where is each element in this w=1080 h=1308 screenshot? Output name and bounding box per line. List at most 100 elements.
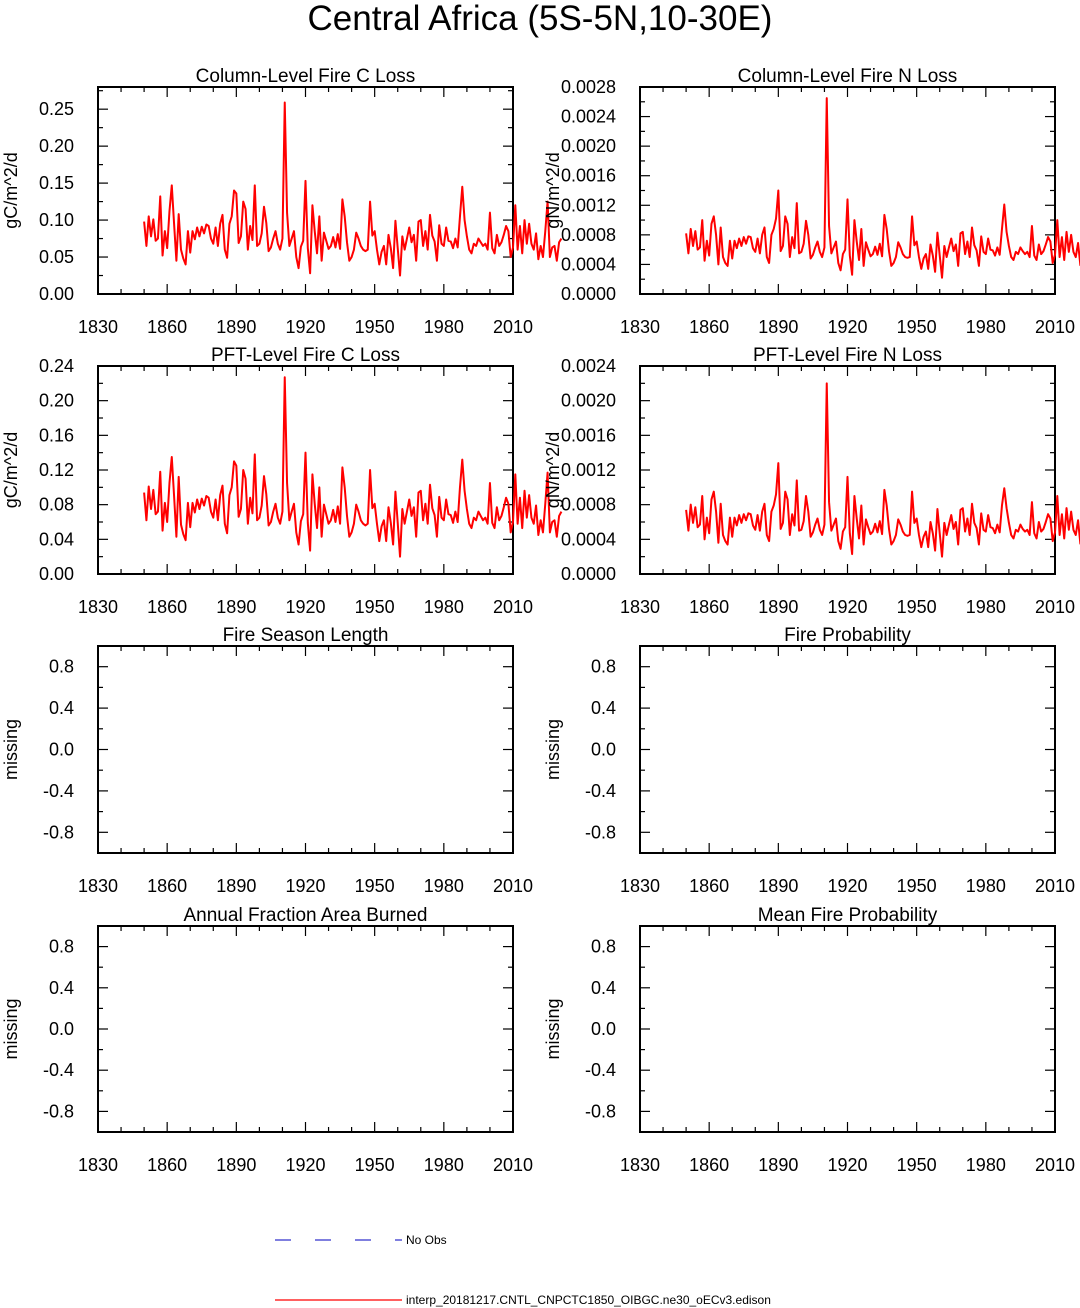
chart6-xtick-label: 1860 — [689, 876, 729, 896]
chart1-xtick-label: 2010 — [493, 317, 533, 337]
chart7-xtick-label: 1830 — [78, 1155, 118, 1175]
chart3-xtick-label: 1830 — [78, 597, 118, 617]
legend-model-label: interp_20181217.CNTL_CNPCTC1850_OIBGC.ne… — [406, 1293, 771, 1307]
chart4-xtick-label: 1920 — [827, 597, 867, 617]
chart5-xtick-label: 1860 — [147, 876, 187, 896]
chart5-ytick-label: 0.4 — [49, 698, 74, 718]
chart2-ytick-label: 0.0024 — [561, 107, 616, 127]
chart1-series-line — [143, 101, 563, 277]
chart7-ytick-label: -0.8 — [43, 1101, 74, 1121]
chart3-ytick-label: 0.12 — [39, 460, 74, 480]
chart4-ytick-label: 0.0012 — [561, 460, 616, 480]
chart4-xtick-label: 2010 — [1035, 597, 1075, 617]
chart8-ytick-label: -0.4 — [585, 1060, 616, 1080]
chart7-ytick-label: 0.0 — [49, 1019, 74, 1039]
chart4-panel: PFT-Level Fire N Loss 1830 1860 1890 1920 195… — [543, 345, 1080, 617]
chart8-xtick-label: 2010 — [1035, 1155, 1075, 1175]
chart1-panel: Column-Level Fire C Loss 1830 1860 1890 1920… — [1, 66, 563, 337]
chart3-ytick-label: 0.20 — [39, 391, 74, 411]
chart1-ytick-label: 0.10 — [39, 210, 74, 230]
chart6-ytick-label: 0.4 — [591, 698, 616, 718]
chart4-ytick-label: 0.0004 — [561, 529, 616, 549]
chart5-frame — [97, 645, 514, 854]
chart3-ytick-label: 0.00 — [39, 564, 74, 584]
chart3-xtick-label: 1860 — [147, 597, 187, 617]
chart6-panel: Fire Probability 1830 1860 1890 1920 1950 1980… — [543, 625, 1075, 896]
chart2-ytick-label: 0.0012 — [561, 195, 616, 215]
chart6-xtick-label: 1920 — [827, 876, 867, 896]
chart8-title: Mean Fire Probability — [758, 905, 938, 926]
chart3-ylabel: gC/m^2/d — [1, 432, 21, 508]
chart4-ytick-label: 0.0000 — [561, 564, 616, 584]
chart2-xtick-label: 1980 — [966, 317, 1006, 337]
chart7-ytick-label: -0.4 — [43, 1060, 74, 1080]
chart2-xtick-label: 1830 — [620, 317, 660, 337]
chart1-ytick-label: 0.20 — [39, 136, 74, 156]
panel-grid: Column-Level Fire C Loss 1830 1860 1890 1920… — [1, 66, 1080, 1175]
chart5-ytick-label: -0.4 — [43, 781, 74, 801]
chart7-ytick-label: 0.8 — [49, 937, 74, 957]
chart1-ytick-label: 0.00 — [39, 284, 74, 304]
chart6-ytick-label: 0.8 — [591, 657, 616, 677]
chart8-xtick-label: 1920 — [827, 1155, 867, 1175]
chart6-xtick-label: 1830 — [620, 876, 660, 896]
chart1-xtick-label: 1830 — [78, 317, 118, 337]
chart6-xtick-label: 1890 — [758, 876, 798, 896]
chart2-ytick-label: 0.0028 — [561, 77, 616, 97]
chart4-ytick-label: 0.0024 — [561, 356, 616, 376]
chart6-ylabel: missing — [543, 719, 563, 780]
chart4-ytick-label: 0.0016 — [561, 425, 616, 445]
chart3-xtick-label: 1980 — [424, 597, 464, 617]
chart3-ytick-label: 0.04 — [39, 529, 74, 549]
chart1-xtick-label: 1980 — [424, 317, 464, 337]
chart4-series-line — [685, 382, 1080, 558]
chart2-xtick-label: 1890 — [758, 317, 798, 337]
chart4-xtick-label: 1980 — [966, 597, 1006, 617]
chart2-xtick-label: 1860 — [689, 317, 729, 337]
chart5-xtick-label: 1830 — [78, 876, 118, 896]
chart1-ytick-label: 0.25 — [39, 99, 74, 119]
chart2-ytick-label: 0.0004 — [561, 254, 616, 274]
chart8-xtick-label: 1860 — [689, 1155, 729, 1175]
chart3-panel: PFT-Level Fire C Loss 1830 1860 1890 1920 195… — [1, 345, 563, 617]
chart4-xtick-label: 1890 — [758, 597, 798, 617]
chart5-xtick-label: 2010 — [493, 876, 533, 896]
chart3-title: PFT-Level Fire C Loss — [211, 345, 400, 366]
chart7-xtick-label: 1980 — [424, 1155, 464, 1175]
chart4-xtick-label: 1860 — [689, 597, 729, 617]
chart2-xtick-label: 1920 — [827, 317, 867, 337]
chart1-title: Column-Level Fire C Loss — [196, 66, 416, 87]
chart6-title: Fire Probability — [784, 625, 911, 646]
chart8-panel: Mean Fire Probability 1830 1860 1890 1920 195… — [543, 905, 1075, 1175]
chart4-ytick-label: 0.0008 — [561, 495, 616, 515]
chart8-xtick-label: 1890 — [758, 1155, 798, 1175]
chart1-xtick-label: 1950 — [355, 317, 395, 337]
chart1-xtick-label: 1890 — [216, 317, 256, 337]
chart5-title: Fire Season Length — [223, 625, 389, 646]
chart7-frame — [97, 925, 514, 1133]
chart7-xtick-label: 1950 — [355, 1155, 395, 1175]
chart3-xtick-label: 2010 — [493, 597, 533, 617]
chart2-series-line — [685, 97, 1080, 279]
chart1-xtick-label: 1920 — [285, 317, 325, 337]
chart5-xtick-label: 1980 — [424, 876, 464, 896]
chart2-ytick-label: 0.0000 — [561, 284, 616, 304]
chart6-xtick-label: 1980 — [966, 876, 1006, 896]
chart6-frame — [639, 645, 1056, 854]
chart7-xtick-label: 1890 — [216, 1155, 256, 1175]
chart3-ytick-label: 0.24 — [39, 356, 74, 376]
chart2-title: Column-Level Fire N Loss — [738, 66, 958, 87]
chart7-xtick-label: 1920 — [285, 1155, 325, 1175]
chart3-ytick-label: 0.16 — [39, 425, 74, 445]
chart2-frame — [639, 86, 1056, 295]
chart5-ylabel: missing — [1, 719, 21, 780]
chart8-ytick-label: 0.0 — [591, 1019, 616, 1039]
chart8-xtick-label: 1950 — [897, 1155, 937, 1175]
chart3-series-line — [143, 376, 563, 558]
chart2-ytick-label: 0.0016 — [561, 166, 616, 186]
chart8-xtick-label: 1980 — [966, 1155, 1006, 1175]
chart5-xtick-label: 1920 — [285, 876, 325, 896]
chart2-ytick-label: 0.0008 — [561, 225, 616, 245]
chart8-ytick-label: -0.8 — [585, 1101, 616, 1121]
